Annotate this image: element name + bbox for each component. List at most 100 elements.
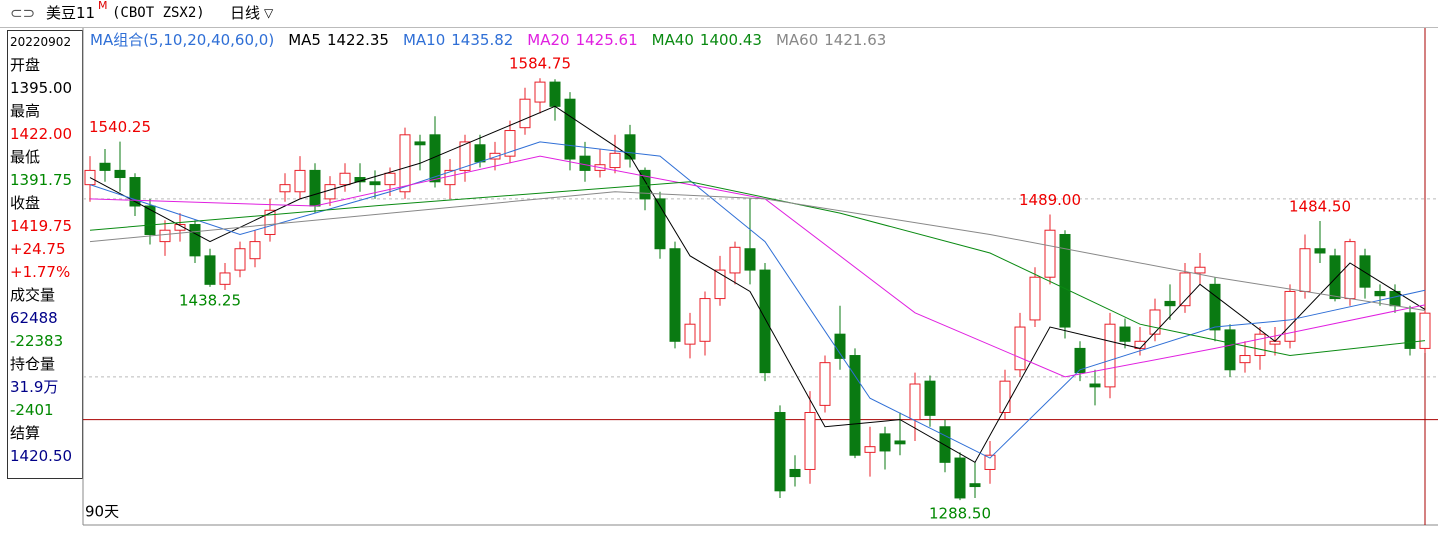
info-row: 1419.75	[10, 217, 73, 235]
legend-value: 1400.43	[700, 31, 762, 49]
candle-body	[264, 209, 276, 235]
candle-body	[1059, 233, 1071, 328]
ma-line	[89, 181, 1426, 357]
candle-body	[204, 255, 216, 285]
candle-body	[924, 380, 936, 416]
candle-body	[549, 81, 561, 107]
candle-body	[99, 162, 111, 171]
dropdown[interactable]: ▽	[264, 6, 274, 20]
candle-body	[1119, 326, 1131, 342]
info-row: 31.9万	[10, 378, 59, 396]
candle-body	[1344, 241, 1356, 300]
legend-value: 1422.35	[327, 31, 389, 49]
info-row: 最低	[10, 148, 41, 166]
candle-body	[414, 141, 426, 146]
candle-body	[129, 177, 141, 207]
candle-body	[684, 323, 696, 345]
candle-body	[774, 411, 786, 492]
candle-body	[954, 457, 966, 499]
candle-body	[654, 198, 666, 250]
candle-body	[579, 155, 591, 171]
candle-body	[939, 426, 951, 463]
info-panel: 20220902 开盘 1395.00 最高 1422.00 最低 1391.75 收盘 141…	[7, 30, 83, 479]
candle-body	[114, 169, 126, 179]
candle-body	[849, 355, 861, 456]
info-row: +1.77%	[10, 263, 71, 281]
candle-body	[699, 298, 711, 342]
candle-body	[804, 411, 816, 470]
toolbar: ⊂⊃ 美豆11 M (CBOT ZSX2) 日线 ▽	[0, 0, 1438, 28]
candle-body	[1209, 283, 1221, 331]
legend-name: MA40	[652, 31, 694, 49]
candle-body	[609, 152, 621, 169]
candle-body	[729, 246, 741, 274]
candle-body	[909, 383, 921, 421]
legend-name: MA5	[288, 31, 321, 49]
days-label: 90天	[85, 503, 119, 521]
extreme-label: 1438.25	[179, 291, 241, 309]
candle-body	[864, 446, 876, 453]
candle-body	[1239, 355, 1251, 364]
period[interactable]: 日线	[230, 4, 261, 22]
candle-body	[759, 269, 771, 374]
candle-body	[1254, 333, 1266, 357]
info-row: 最高	[10, 102, 41, 120]
candle-body	[534, 81, 546, 103]
candle-body	[159, 229, 171, 243]
info-row: -22383	[10, 332, 64, 350]
extreme-label: 1484.50	[1289, 197, 1351, 215]
candle-body	[834, 333, 846, 359]
candle-body	[1074, 347, 1086, 374]
candle-body	[1224, 329, 1236, 371]
candle-body	[504, 130, 516, 157]
candle-body	[294, 169, 306, 193]
candle-body	[279, 184, 291, 193]
info-row: 62488	[10, 309, 58, 327]
candle-body	[564, 98, 576, 160]
candle-body	[1374, 290, 1386, 297]
ma-line	[89, 191, 1426, 311]
candle-body	[1014, 326, 1026, 371]
candle-body	[474, 144, 486, 163]
code: (CBOT ZSX2)	[112, 5, 205, 21]
candle-body	[309, 169, 321, 207]
info-row: 持仓量	[10, 355, 56, 373]
candle-body	[819, 362, 831, 406]
extreme-label: 1584.75	[509, 55, 571, 73]
candle-body	[669, 248, 681, 342]
candle-body	[324, 184, 336, 200]
candle-body	[894, 440, 906, 445]
candle-body	[429, 134, 441, 183]
info-row: 结算	[10, 424, 41, 442]
candle-body	[519, 98, 531, 129]
info-row: 开盘	[10, 56, 41, 74]
ma-line	[89, 105, 1426, 464]
candle-body	[1044, 229, 1056, 278]
candle-body	[384, 172, 396, 186]
candle-body	[984, 454, 996, 470]
candle-body	[249, 241, 261, 260]
candle-body	[459, 141, 471, 171]
candle-body	[1359, 255, 1371, 288]
candle-body	[1104, 323, 1116, 388]
candle-body	[1284, 290, 1296, 342]
icon: ⊂⊃	[10, 4, 36, 22]
candle-body	[714, 269, 726, 300]
candle-body	[1029, 276, 1041, 321]
legend-name: MA10	[403, 31, 445, 49]
candle-body	[744, 248, 756, 271]
info-row: -2401	[10, 401, 54, 419]
candle-body	[999, 380, 1011, 413]
candle-body	[1404, 312, 1416, 349]
candle-body	[1164, 300, 1176, 307]
candle-body	[1089, 383, 1101, 388]
candle-body	[369, 181, 381, 186]
symbol: 美豆11	[46, 4, 96, 22]
info-row: +24.75	[10, 240, 66, 258]
extreme-label: 1288.50	[929, 505, 991, 523]
candle-body	[234, 248, 246, 271]
info-row: 1422.00	[10, 125, 73, 143]
candle-body	[189, 224, 201, 257]
candle-body	[789, 468, 801, 478]
